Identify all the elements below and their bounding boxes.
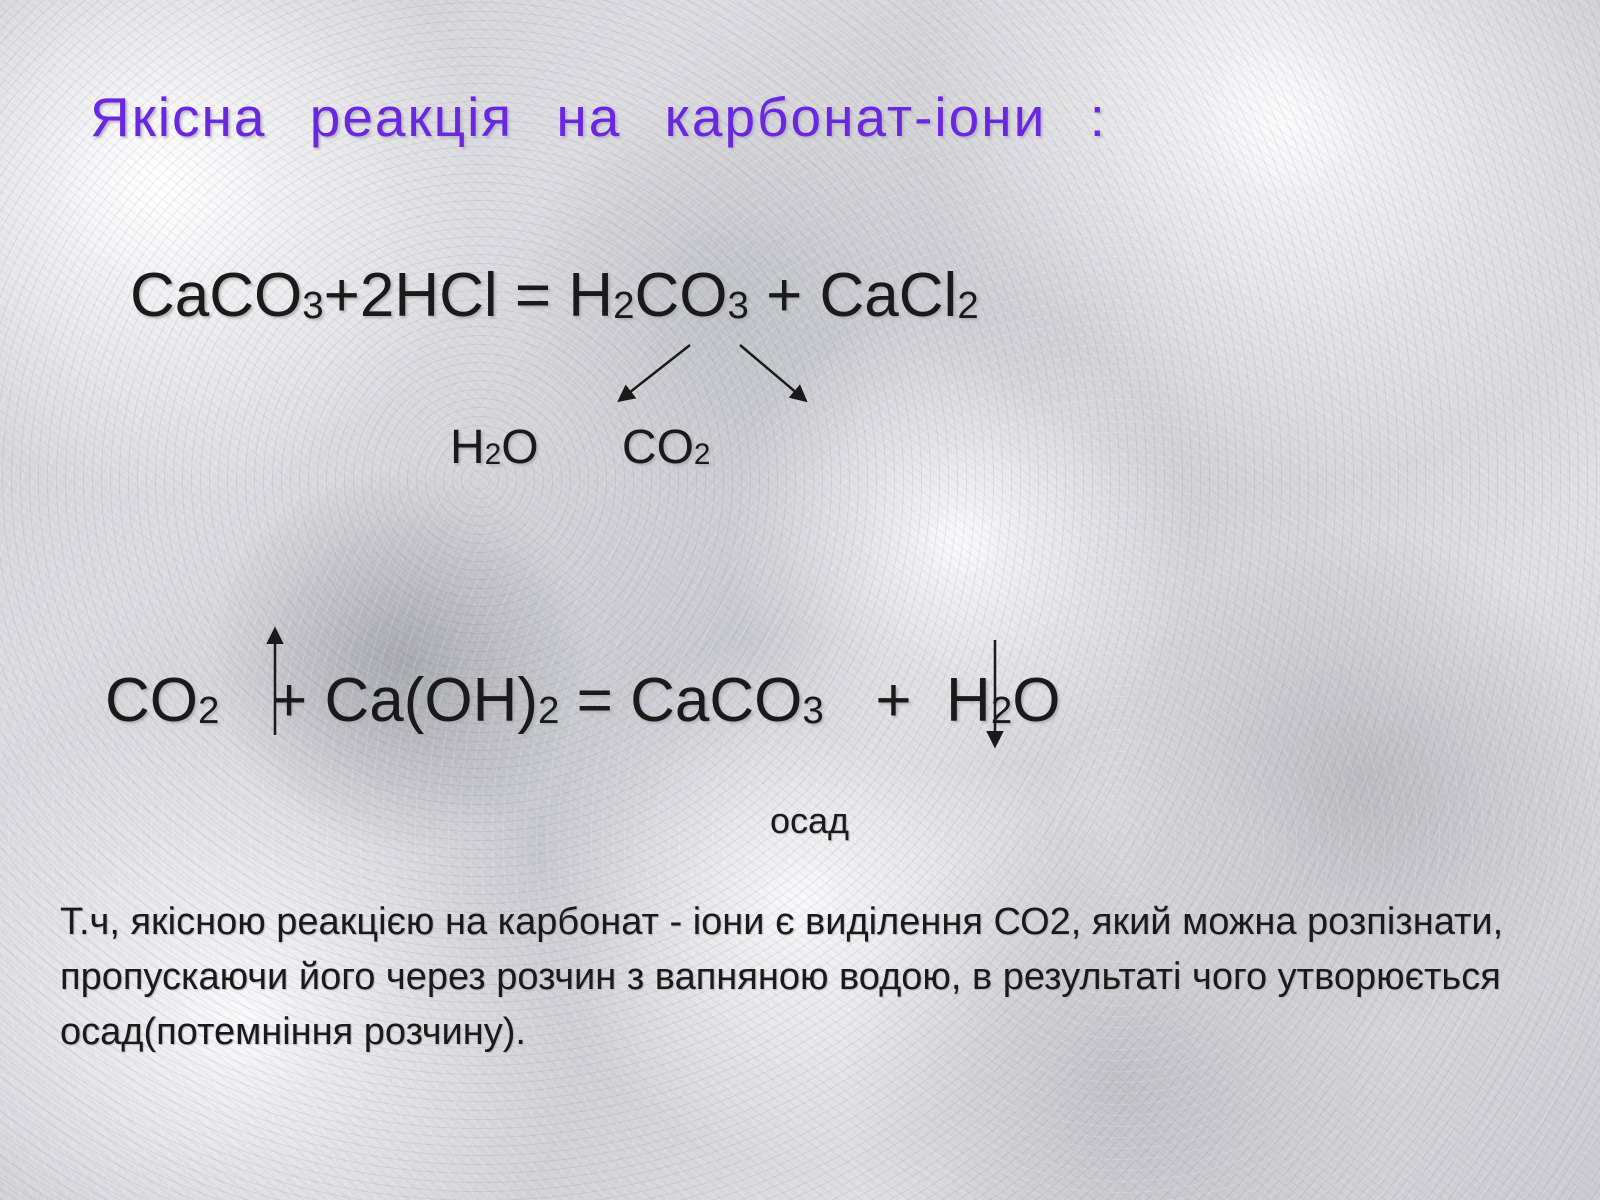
slide-content: Якісна реакція на карбонат-іони : CaCO3+… (0, 0, 1600, 1200)
decomp-arrow-left-icon (620, 345, 690, 400)
slide-title: Якісна реакція на карбонат-іони : (90, 85, 1540, 149)
conclusion-text: Т.ч, якісною реакцією на карбонат - іони… (60, 895, 1540, 1060)
precipitate-label: осад (770, 800, 849, 842)
decomp-arrow-right-icon (740, 345, 805, 400)
equation-1: CaCO3+2HCl = H2CO3 + CaCl2 (130, 260, 979, 331)
decomposition-products: H2O CO2 (450, 420, 970, 475)
equation-2: CO2 + Ca(OH)2 = CaCO3 + H2O (105, 665, 1060, 736)
decomposition-h2o: H2O (450, 420, 539, 475)
decomposition-co2: CO2 (622, 420, 711, 475)
